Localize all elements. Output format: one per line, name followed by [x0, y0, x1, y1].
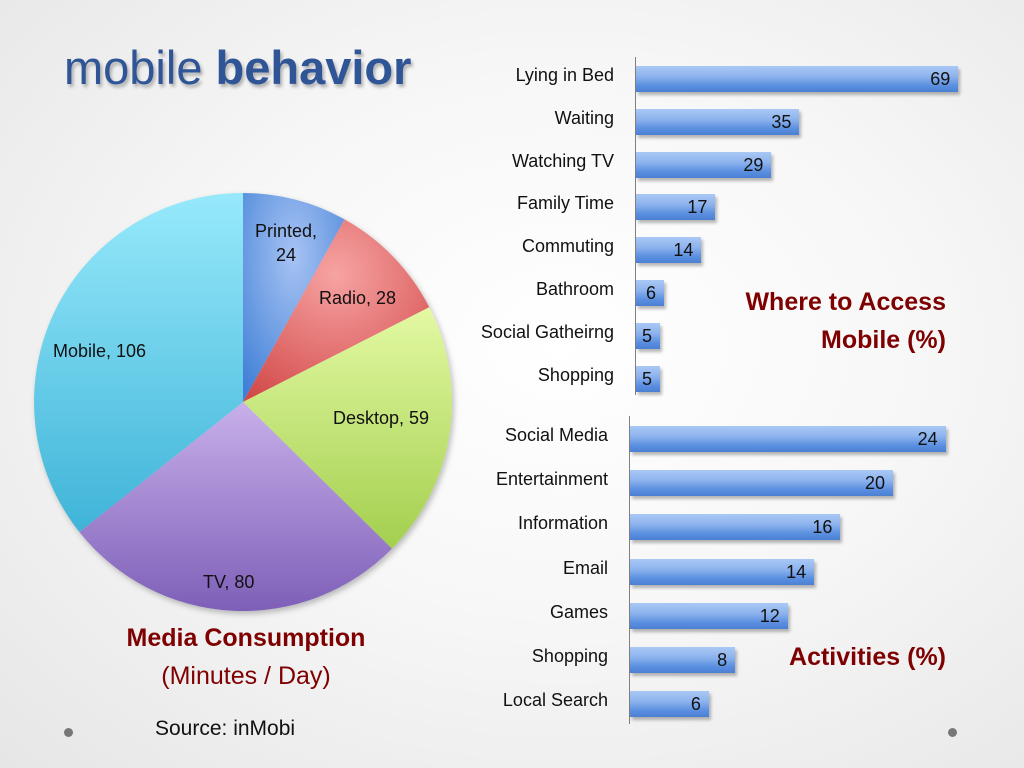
top-chart-bar-value: 5: [641, 368, 652, 389]
bottom-chart-bar: 6: [630, 691, 709, 718]
top-chart-category-label: Lying in Bed: [515, 65, 614, 85]
slide-title: mobile behavior: [64, 40, 411, 95]
bottom-chart-bar-value: 8: [717, 650, 728, 670]
slide-bullet-left: [64, 728, 73, 737]
bottom-chart-bar-value: 12: [759, 605, 780, 626]
bottom-chart-bar-value: 6: [690, 694, 701, 715]
bottom-chart-category-label: Entertainment: [495, 469, 608, 490]
pie-caption-title: Media Consumption: [126, 624, 366, 652]
pie-slice-radio: [243, 219, 430, 402]
bottom-chart-category-label: Games: [549, 601, 608, 622]
pie-slice-tv: [79, 402, 392, 611]
bottom-chart-bar: 16: [630, 514, 841, 541]
pie-label-tv: TV, 80: [203, 572, 255, 592]
bottom-chart-bar-value: 20: [864, 473, 885, 494]
bottom-chart-category-label: Social Media: [504, 425, 608, 445]
bottom-chart-bar: 14: [630, 558, 815, 585]
bottom-chart-category-label: Information: [517, 513, 608, 534]
source-note: Source: inMobi: [155, 717, 296, 740]
bottom-chart-bar: 20: [630, 470, 893, 497]
bottom-chart-category-label: Email: [562, 557, 608, 578]
pie-svg: [34, 193, 453, 611]
top-chart-bar: 14: [636, 237, 702, 264]
pie-label-desktop: Desktop, 59: [333, 408, 430, 428]
top-chart-axis: [635, 57, 636, 395]
top-chart-category-label: Family Time: [516, 193, 614, 214]
slide-bullet-right: [948, 728, 957, 737]
top-chart-bar-value: 5: [641, 325, 652, 346]
top-chart-category-label: Shopping: [537, 364, 614, 385]
top-chart-bar-value: 35: [771, 111, 792, 132]
top-chart-bar-value: 6: [646, 283, 657, 303]
bottom-chart-axis: [629, 416, 630, 724]
media-consumption-pie-chart: Printed, 24 Radio, 28 Desktop, 59 TV, 80 …: [0, 0, 480, 768]
pie-slice-desktop: [243, 307, 453, 549]
bottom-chart-category-label: Local Search: [502, 690, 608, 711]
top-chart-bar: 17: [636, 194, 716, 221]
top-chart-category-label: Bathroom: [535, 279, 614, 299]
top-chart-category-label: Waiting: [554, 107, 614, 128]
top-chart-bar: 5: [636, 322, 660, 349]
top-chart-bar-value: 29: [743, 154, 764, 175]
top-chart-bar: 69: [636, 66, 959, 92]
where-to-access-bar-chart: Lying in Bed 69 Waiting 35 Watching TV 29 Fami…: [480, 57, 959, 395]
bottom-chart-bar: 8: [630, 647, 736, 673]
top-chart-bar-value: 14: [673, 240, 694, 261]
bottom-chart-bar-value: 24: [917, 429, 938, 449]
title-regular: mobile: [64, 41, 203, 94]
bottom-chart-bar-value: 14: [786, 561, 807, 582]
top-chart-bar-value: 17: [687, 197, 708, 218]
title-bold: behavior: [215, 41, 412, 94]
top-chart-bar: 6: [636, 280, 665, 306]
bottom-chart-bar-value: 16: [812, 517, 833, 538]
top-chart-category-label: Social Gatheirng: [480, 321, 614, 342]
top-chart-bar: 35: [636, 108, 800, 135]
pie-caption-units: (Minutes / Day): [161, 662, 331, 690]
pie-label-mobile: Mobile, 106: [53, 341, 147, 361]
bottom-chart-bar: 12: [630, 602, 788, 629]
pie-label-radio: Radio, 28: [319, 288, 397, 308]
pie-label-printed: Printed, 24: [254, 221, 318, 265]
pie-slice-printed: [243, 193, 345, 402]
bottom-chart-bar: 24: [630, 426, 946, 452]
top-chart-bar: 5: [636, 365, 660, 392]
pie-slice-mobile: [34, 193, 243, 533]
top-chart-bar-value: 69: [930, 69, 951, 89]
top-chart-category-label: Watching TV: [511, 150, 614, 171]
bottom-chart-category-label: Shopping: [531, 646, 608, 666]
top-chart-title: Where to Access Mobile (%): [745, 288, 946, 354]
top-chart-category-label: Commuting: [521, 236, 614, 257]
bottom-chart-title: Activities (%): [789, 643, 946, 671]
top-chart-bar: 29: [636, 151, 772, 178]
